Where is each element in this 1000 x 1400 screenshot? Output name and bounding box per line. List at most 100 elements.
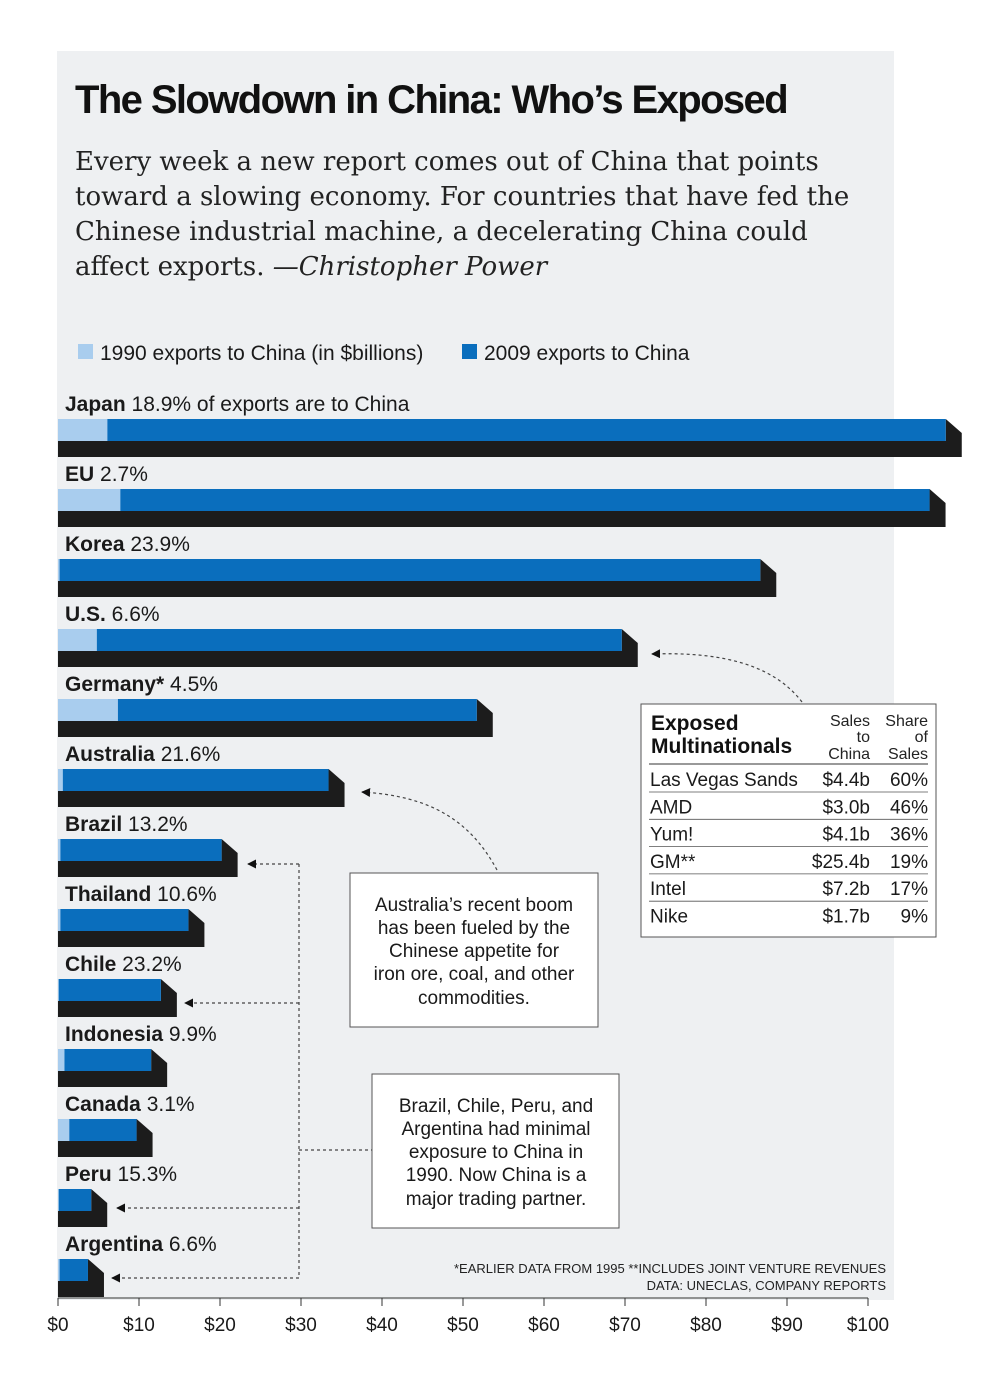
table-sales: $3.0b: [822, 797, 870, 818]
country-pct: 3.1%: [141, 1093, 195, 1116]
col-header-share: Share: [885, 713, 928, 730]
country-label: Thailand 10.6%: [65, 883, 217, 906]
country-name: Argentina: [65, 1233, 163, 1256]
country-name: Thailand: [65, 883, 151, 906]
table-company: Intel: [650, 879, 686, 900]
bar-group: [58, 979, 177, 1017]
col-header-sales: Sales: [830, 713, 870, 730]
multinationals-table: Exposed Multinationals Sales to China Sh…: [640, 703, 937, 938]
country-label: Chile 23.2%: [65, 953, 182, 976]
country-pct: 6.6%: [106, 603, 160, 626]
x-tick-label: $10: [123, 1315, 155, 1336]
bar-group: [58, 1259, 104, 1297]
chart-subtitle: Every week a new report comes out of Chi…: [75, 145, 875, 285]
x-tick-label: $0: [47, 1315, 68, 1336]
col-header-share: Sales: [888, 746, 928, 763]
bar-1990: [58, 559, 60, 581]
bar-2009: [58, 909, 189, 931]
bar-shadow: [58, 419, 962, 457]
table-sales: $25.4b: [812, 852, 870, 873]
legend: 1990 exports to China (in $billions) 2009…: [78, 342, 690, 365]
bar-shadow: [58, 1049, 168, 1087]
australia-note-line: has been fueled by the: [378, 918, 570, 939]
table-share: 9%: [901, 907, 929, 928]
x-tick-label: $50: [447, 1315, 479, 1336]
table-share: 19%: [890, 852, 928, 873]
country-pct: 23.9%: [125, 533, 190, 556]
table-sales: $1.7b: [822, 907, 870, 928]
legend-1990-swatch: [78, 344, 93, 359]
x-tick-label: $90: [771, 1315, 803, 1336]
bar-group: [58, 629, 638, 667]
country-name: Australia: [65, 743, 155, 766]
country-name: U.S.: [65, 603, 106, 626]
chart-title: The Slowdown in China: Who’s Exposed: [75, 78, 789, 122]
bar-2009: [58, 769, 329, 791]
bar-2009: [58, 1189, 92, 1211]
bar-shadow: [58, 559, 777, 597]
table-company: AMD: [650, 797, 692, 818]
bar-group: [58, 419, 962, 457]
bar-1990: [58, 1119, 70, 1141]
latam-note: Brazil, Chile, Peru, and Argentina had m…: [371, 1073, 620, 1229]
table-share: 46%: [890, 797, 928, 818]
bar-2009: [58, 1259, 88, 1281]
x-axis: $0 $10 $20 $30 $40 $50 $60 $70 $80 $90 $100: [47, 1297, 889, 1336]
x-tick-label: $80: [690, 1315, 722, 1336]
legend-1990-label: 1990 exports to China (in $billions): [100, 342, 423, 365]
bar-shadow: [58, 629, 638, 667]
bar-group: [58, 699, 493, 737]
bar-shadow: [58, 979, 177, 1017]
bar-2009: [58, 699, 477, 721]
bar-1990: [58, 769, 63, 791]
table-title: Multinationals: [651, 735, 792, 758]
x-tick-label: $30: [285, 1315, 317, 1336]
us-arrow-line: [651, 649, 803, 703]
subtitle-text: Every week a new report comes out of Chi…: [75, 147, 850, 282]
table-share: 36%: [890, 825, 928, 846]
bar-1990: [58, 1259, 60, 1281]
x-tick-label: $60: [528, 1315, 560, 1336]
bar-group: [58, 769, 345, 807]
country-pct: 18.9% of exports are to China: [126, 393, 410, 416]
country-pct: 23.2%: [116, 953, 181, 976]
bar-shadow: [58, 839, 238, 877]
table-sales: $4.4b: [822, 770, 870, 791]
country-pct: 6.6%: [163, 1233, 217, 1256]
col-header-share: of: [915, 729, 929, 746]
legend-2009-swatch: [462, 344, 477, 359]
country-label: Germany* 4.5%: [65, 673, 218, 696]
byline: —Christopher Power: [272, 252, 548, 282]
bar-group: [58, 489, 946, 527]
country-label: EU 2.7%: [65, 463, 148, 486]
bar-2009: [58, 839, 222, 861]
country-labels: Japan 18.9% of exports are to China EU 2.…: [65, 393, 410, 1256]
annotation-connectors: [111, 649, 803, 1283]
table-share: 17%: [890, 879, 928, 900]
legend-2009-label: 2009 exports to China: [484, 342, 690, 365]
x-tick-label: $100: [847, 1315, 889, 1336]
australia-note-line: iron ore, coal, and other: [374, 964, 575, 985]
bar-1990: [58, 419, 108, 441]
latam-note-box: [371, 1073, 620, 1229]
country-name: Indonesia: [65, 1023, 163, 1046]
bar-1990: [58, 1049, 65, 1071]
country-name: Brazil: [65, 813, 122, 836]
bar-group: [58, 1119, 153, 1157]
australia-note-line: commodities.: [418, 988, 530, 1009]
bar-shadow: [58, 1119, 153, 1157]
latam-note-line: 1990. Now China is a: [406, 1165, 587, 1186]
bar-group: [58, 559, 777, 597]
country-name: Canada: [65, 1093, 141, 1116]
country-name: Japan: [65, 393, 126, 416]
table-share: 60%: [890, 770, 928, 791]
australia-arrow-line: [361, 787, 498, 871]
bar-2009: [58, 489, 930, 511]
x-tick-label: $20: [204, 1315, 236, 1336]
latam-note-line: Argentina had minimal: [401, 1119, 590, 1140]
country-name: EU: [65, 463, 94, 486]
latam-note-line: Brazil, Chile, Peru, and: [399, 1096, 593, 1117]
bar-group: [58, 1189, 108, 1227]
country-label: Australia 21.6%: [65, 743, 220, 766]
country-pct: 2.7%: [94, 463, 148, 486]
